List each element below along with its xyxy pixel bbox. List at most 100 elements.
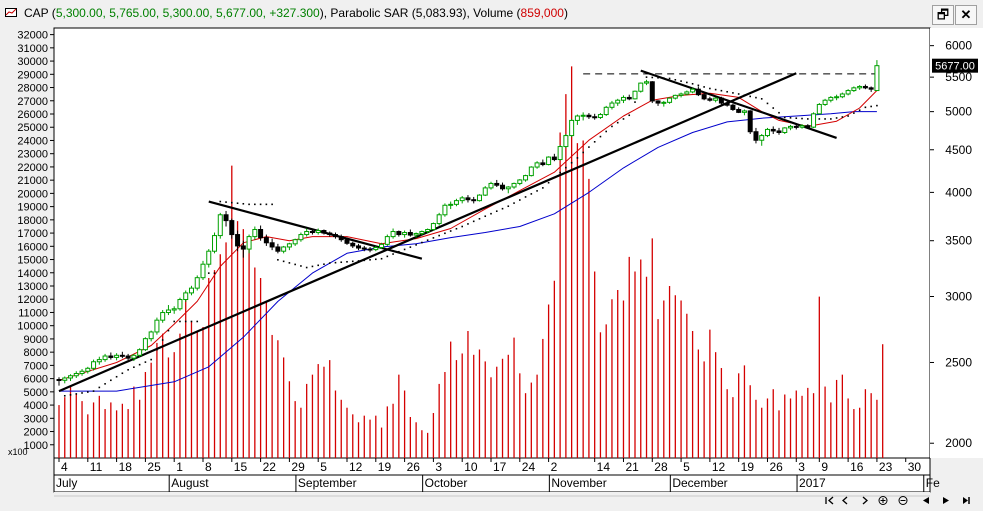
scroll-start-icon[interactable] <box>825 496 834 505</box>
sar-dot <box>317 264 319 267</box>
scroll-track <box>54 492 930 511</box>
sar-dot <box>495 210 498 212</box>
sar-dot <box>236 202 239 205</box>
price-tick-label: 4000 <box>945 185 972 199</box>
candle-body <box>315 230 321 234</box>
close-button[interactable]: ✕ <box>955 5 977 25</box>
candle-body <box>661 101 667 104</box>
month-tick-label: December <box>672 476 727 490</box>
price-tick-label: 5000 <box>945 105 972 119</box>
zoom-out-icon[interactable] <box>898 496 908 505</box>
candle-body <box>402 232 408 236</box>
sar-dot <box>294 263 296 266</box>
sar-dot <box>530 193 533 195</box>
candle-body <box>500 184 506 190</box>
volume-tick-label: 23000 <box>17 149 48 161</box>
candle <box>609 100 615 110</box>
scroll-back-icon[interactable] <box>842 496 848 505</box>
sar-dot <box>144 361 147 363</box>
candle <box>776 127 782 135</box>
candle <box>384 234 390 246</box>
candle <box>511 182 517 189</box>
sar-dot <box>369 259 371 261</box>
candle-body <box>235 234 241 247</box>
right-axis-area <box>930 28 983 458</box>
candle-body <box>580 114 586 117</box>
sar-dot <box>409 246 412 248</box>
candle <box>494 179 500 187</box>
candle <box>580 112 586 121</box>
sar-dot <box>611 125 613 128</box>
volume-tick-label: 11000 <box>18 307 48 319</box>
candle <box>793 124 799 130</box>
price-tick-label: 5500 <box>945 70 972 84</box>
scroll-left-icon[interactable] <box>923 497 929 504</box>
candle <box>177 297 183 311</box>
sar-dot <box>472 220 475 223</box>
candle <box>592 113 598 120</box>
sar-dot <box>392 253 394 255</box>
candle-body <box>574 115 580 121</box>
sar-dot <box>697 84 700 87</box>
candle-body <box>862 85 868 89</box>
volume-tick-label: 13000 <box>17 281 48 293</box>
day-tick-label: 5 <box>683 460 690 474</box>
candle-body <box>615 99 621 104</box>
candle-body <box>667 97 673 103</box>
volume-tick-label: 29000 <box>17 69 48 81</box>
candle <box>528 166 534 177</box>
candle-body <box>874 65 880 92</box>
candle <box>292 238 298 246</box>
candle <box>379 242 385 250</box>
triangle-left <box>923 497 929 504</box>
sar-dot <box>138 363 141 366</box>
candle-body <box>540 162 546 166</box>
sar-dot <box>864 106 867 109</box>
candle-body <box>183 292 189 301</box>
candle-body <box>263 237 269 244</box>
candle <box>569 118 575 138</box>
sar-dot <box>63 395 66 397</box>
restore-button[interactable]: 🗗 <box>932 5 954 25</box>
candle-body <box>672 94 678 99</box>
scroll-forward-icon[interactable] <box>862 496 868 505</box>
candle <box>690 87 696 94</box>
candle-body <box>471 199 477 202</box>
candle <box>759 134 765 146</box>
zoom-in-icon[interactable] <box>878 496 888 505</box>
volume-tick-label: 8000 <box>24 347 48 359</box>
day-tick-label: 3 <box>798 460 805 474</box>
day-tick-label: 14 <box>597 460 611 474</box>
chart-icon <box>5 8 17 17</box>
candle <box>862 84 868 90</box>
sar-dot <box>259 203 262 206</box>
candle-body <box>805 125 811 128</box>
sar-label: Parabolic SAR <box>330 6 409 20</box>
candle-body <box>476 194 482 202</box>
candle <box>695 86 701 97</box>
candle <box>505 186 511 194</box>
candle-body <box>632 90 638 100</box>
day-tick-label: 19 <box>378 460 392 474</box>
candle-body <box>695 88 701 96</box>
candle <box>649 81 655 104</box>
volume-tick-label: 18000 <box>17 215 48 227</box>
candle <box>839 92 845 99</box>
sar-dot <box>478 217 481 220</box>
sar-dot <box>789 117 792 119</box>
scroll-right-icon[interactable] <box>943 497 949 504</box>
sar-dot <box>783 116 786 119</box>
candle-body <box>701 94 707 100</box>
sar-dot <box>772 107 775 109</box>
sar-dot <box>501 207 504 210</box>
scroll-end-icon[interactable] <box>963 497 970 504</box>
candle-body <box>620 96 626 101</box>
day-tick-label: 19 <box>741 460 755 474</box>
sar-dot <box>858 109 861 111</box>
sar-dot <box>133 366 135 369</box>
candle <box>217 212 223 239</box>
candle-body <box>724 102 730 106</box>
sar-dot <box>680 80 682 82</box>
candle-body <box>356 245 362 249</box>
sar-dot <box>219 200 222 203</box>
